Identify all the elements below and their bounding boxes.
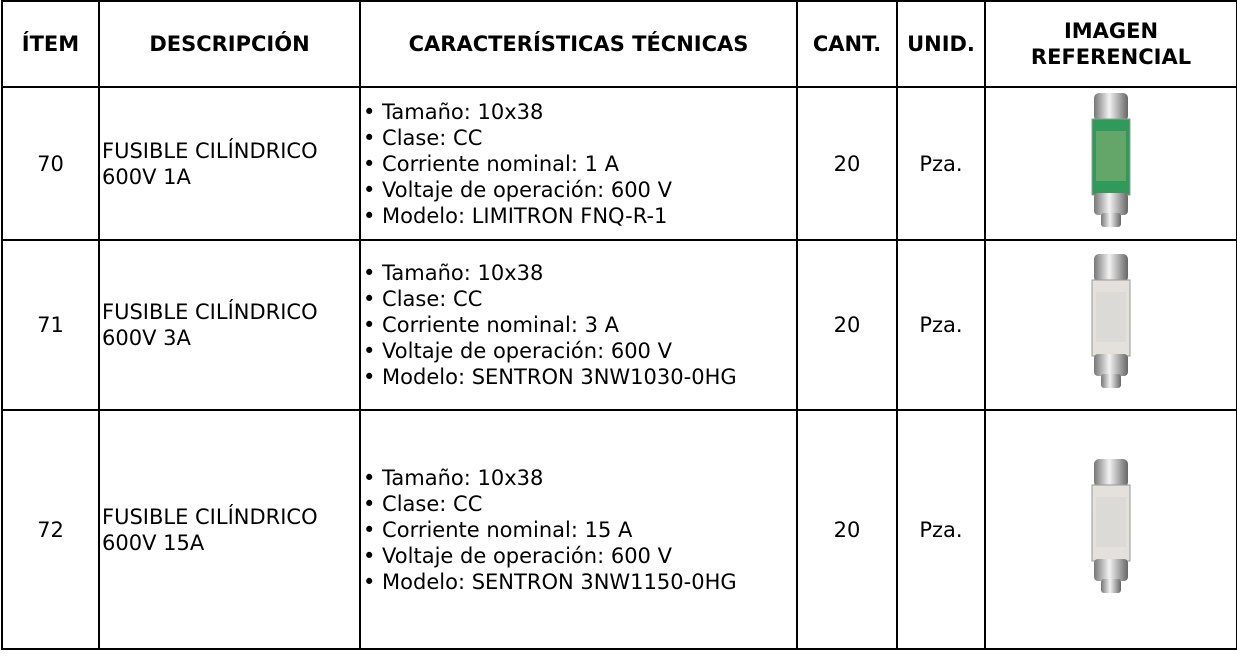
quantity-cell: 20: [796, 409, 898, 650]
fuse-cap: [1094, 354, 1128, 376]
table-row: 71 FUSIBLE CILÍNDRICO 600V 3A • Tamaño: 10…: [1, 239, 1237, 411]
characteristic-item: • Modelo: SENTRON 3NW1150-0HG: [363, 569, 737, 594]
fuse-cap: [1094, 558, 1128, 581]
fuse-body: [1091, 118, 1131, 195]
characteristic-item: • Clase: CC: [363, 287, 483, 311]
characteristic-item: • Tamaño: 10x38: [363, 99, 544, 124]
characteristic-item: • Corriente nominal: 15 A: [363, 517, 633, 542]
description-cell: FUSIBLE CILÍNDRICO 600V 1A: [98, 86, 361, 241]
fuse-label: [1096, 496, 1126, 547]
header-cell: DESCRIPCIÓN: [98, 0, 361, 88]
fuse-body: [1091, 484, 1131, 561]
characteristic-item: • Clase: CC: [363, 125, 483, 150]
image-cell: [984, 239, 1237, 411]
fuse-image: [1091, 458, 1131, 593]
unit-cell: Pza.: [896, 86, 986, 241]
fuse-tip: [1101, 578, 1121, 593]
characteristic-item: • Modelo: SENTRON 3NW1030-0HG: [363, 365, 737, 389]
unit-cell: Pza.: [896, 239, 986, 411]
header-row: ÍTEM DESCRIPCIÓN CARACTERÍSTICAS TÉCNICAS C…: [1, 0, 1237, 88]
characteristic-item: • Tamaño: 10x38: [363, 261, 544, 285]
characteristics-cell: • Tamaño: 10x38 • Clase: CC • Corriente no…: [359, 86, 798, 241]
table-body: 70 FUSIBLE CILÍNDRICO 600V 1A • Tamaño: 10…: [1, 86, 1237, 650]
image-cell: [984, 86, 1237, 241]
item-cell: 70: [1, 86, 100, 241]
characteristic-item: • Corriente nominal: 3 A: [363, 313, 619, 337]
characteristic-item: • Modelo: LIMITRON FNQ-R-1: [363, 203, 668, 228]
characteristic-item: • Corriente nominal: 1 A: [363, 151, 619, 176]
header-cell: UNID.: [896, 0, 986, 88]
quantity-cell: 20: [796, 239, 898, 411]
characteristic-item: • Clase: CC: [363, 491, 483, 516]
item-cell: 71: [1, 239, 100, 411]
fuse-cap: [1094, 92, 1128, 121]
fuse-cap: [1094, 458, 1128, 487]
table-row: 70 FUSIBLE CILÍNDRICO 600V 1A • Tamaño: 10…: [1, 86, 1237, 241]
description-cell: FUSIBLE CILÍNDRICO 600V 15A: [98, 409, 361, 650]
unit-cell: Pza.: [896, 409, 986, 650]
header-cell: CARACTERÍSTICAS TÉCNICAS: [359, 0, 798, 88]
characteristic-item: • Voltaje de operación: 600 V: [363, 177, 672, 202]
header-cell: CANT.: [796, 0, 898, 88]
fuse-image: [1091, 254, 1131, 388]
item-cell: 72: [1, 409, 100, 650]
fuse-body: [1091, 279, 1131, 357]
description-cell: FUSIBLE CILÍNDRICO 600V 3A: [98, 239, 361, 411]
header-cell: ÍTEM: [1, 0, 100, 88]
characteristics-cell: • Tamaño: 10x38 • Clase: CC • Corriente no…: [359, 409, 798, 650]
fuse-image: [1091, 92, 1131, 227]
header-cell: IMAGEN REFERENCIAL: [984, 0, 1237, 88]
fuse-cap: [1094, 254, 1128, 282]
image-cell: [984, 409, 1237, 650]
fuse-tip: [1101, 374, 1121, 388]
characteristics-cell: • Tamaño: 10x38 • Clase: CC • Corriente no…: [359, 239, 798, 411]
characteristic-item: • Voltaje de operación: 600 V: [363, 339, 672, 363]
fuse-cap: [1094, 192, 1128, 215]
fuse-label: [1096, 292, 1126, 342]
table-row: 72 FUSIBLE CILÍNDRICO 600V 15A • Tamaño: 1…: [1, 409, 1237, 650]
fuse-label: [1096, 130, 1126, 181]
characteristic-item: • Voltaje de operación: 600 V: [363, 543, 672, 568]
characteristic-item: • Tamaño: 10x38: [363, 465, 544, 490]
quantity-cell: 20: [796, 86, 898, 241]
fuse-tip: [1101, 212, 1121, 227]
